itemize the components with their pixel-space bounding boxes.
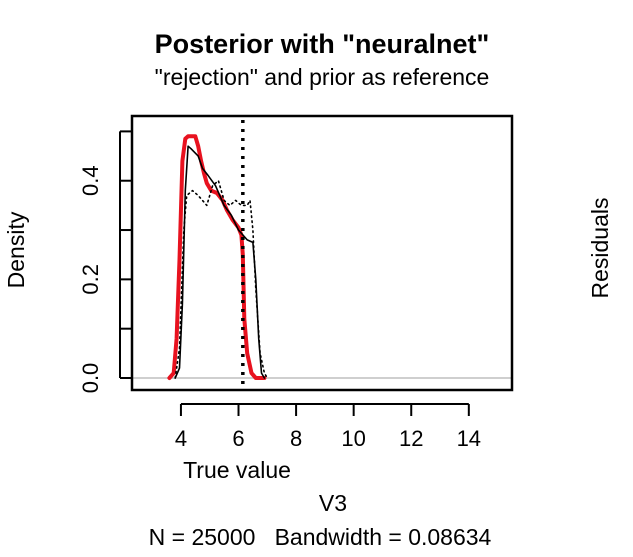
y-tick-label: 0.0 <box>78 363 103 394</box>
x-tick-label: 12 <box>399 426 423 451</box>
x-tick-label: 4 <box>175 426 187 451</box>
chart-title: Posterior with "neuralnet" <box>155 29 490 59</box>
x-tick-label: 6 <box>232 426 244 451</box>
x-tick-label: 8 <box>290 426 302 451</box>
x-axis: 4 6 8 10 12 14 <box>175 403 481 451</box>
density-series-2 <box>174 145 266 379</box>
y-tick-label: 0.4 <box>78 165 103 196</box>
x-tick-label: 14 <box>457 426 481 451</box>
residuals-label: Residuals <box>587 198 613 299</box>
series-layer <box>167 134 269 380</box>
plot-frame <box>130 114 514 392</box>
x-axis-label: True value <box>183 457 291 483</box>
plot-area <box>130 114 514 392</box>
y-axis: 0.0 0.2 0.4 <box>78 130 132 394</box>
y-axis-label: Density <box>3 211 29 288</box>
variable-label: V3 <box>319 490 347 516</box>
y-tick-label: 0.2 <box>78 264 103 295</box>
footer-label: N = 25000 Bandwidth = 0.08634 <box>149 524 492 550</box>
density-series-3 <box>174 179 269 379</box>
chart-subtitle: "rejection" and prior as reference <box>155 64 490 90</box>
x-tick-label: 10 <box>341 426 365 451</box>
